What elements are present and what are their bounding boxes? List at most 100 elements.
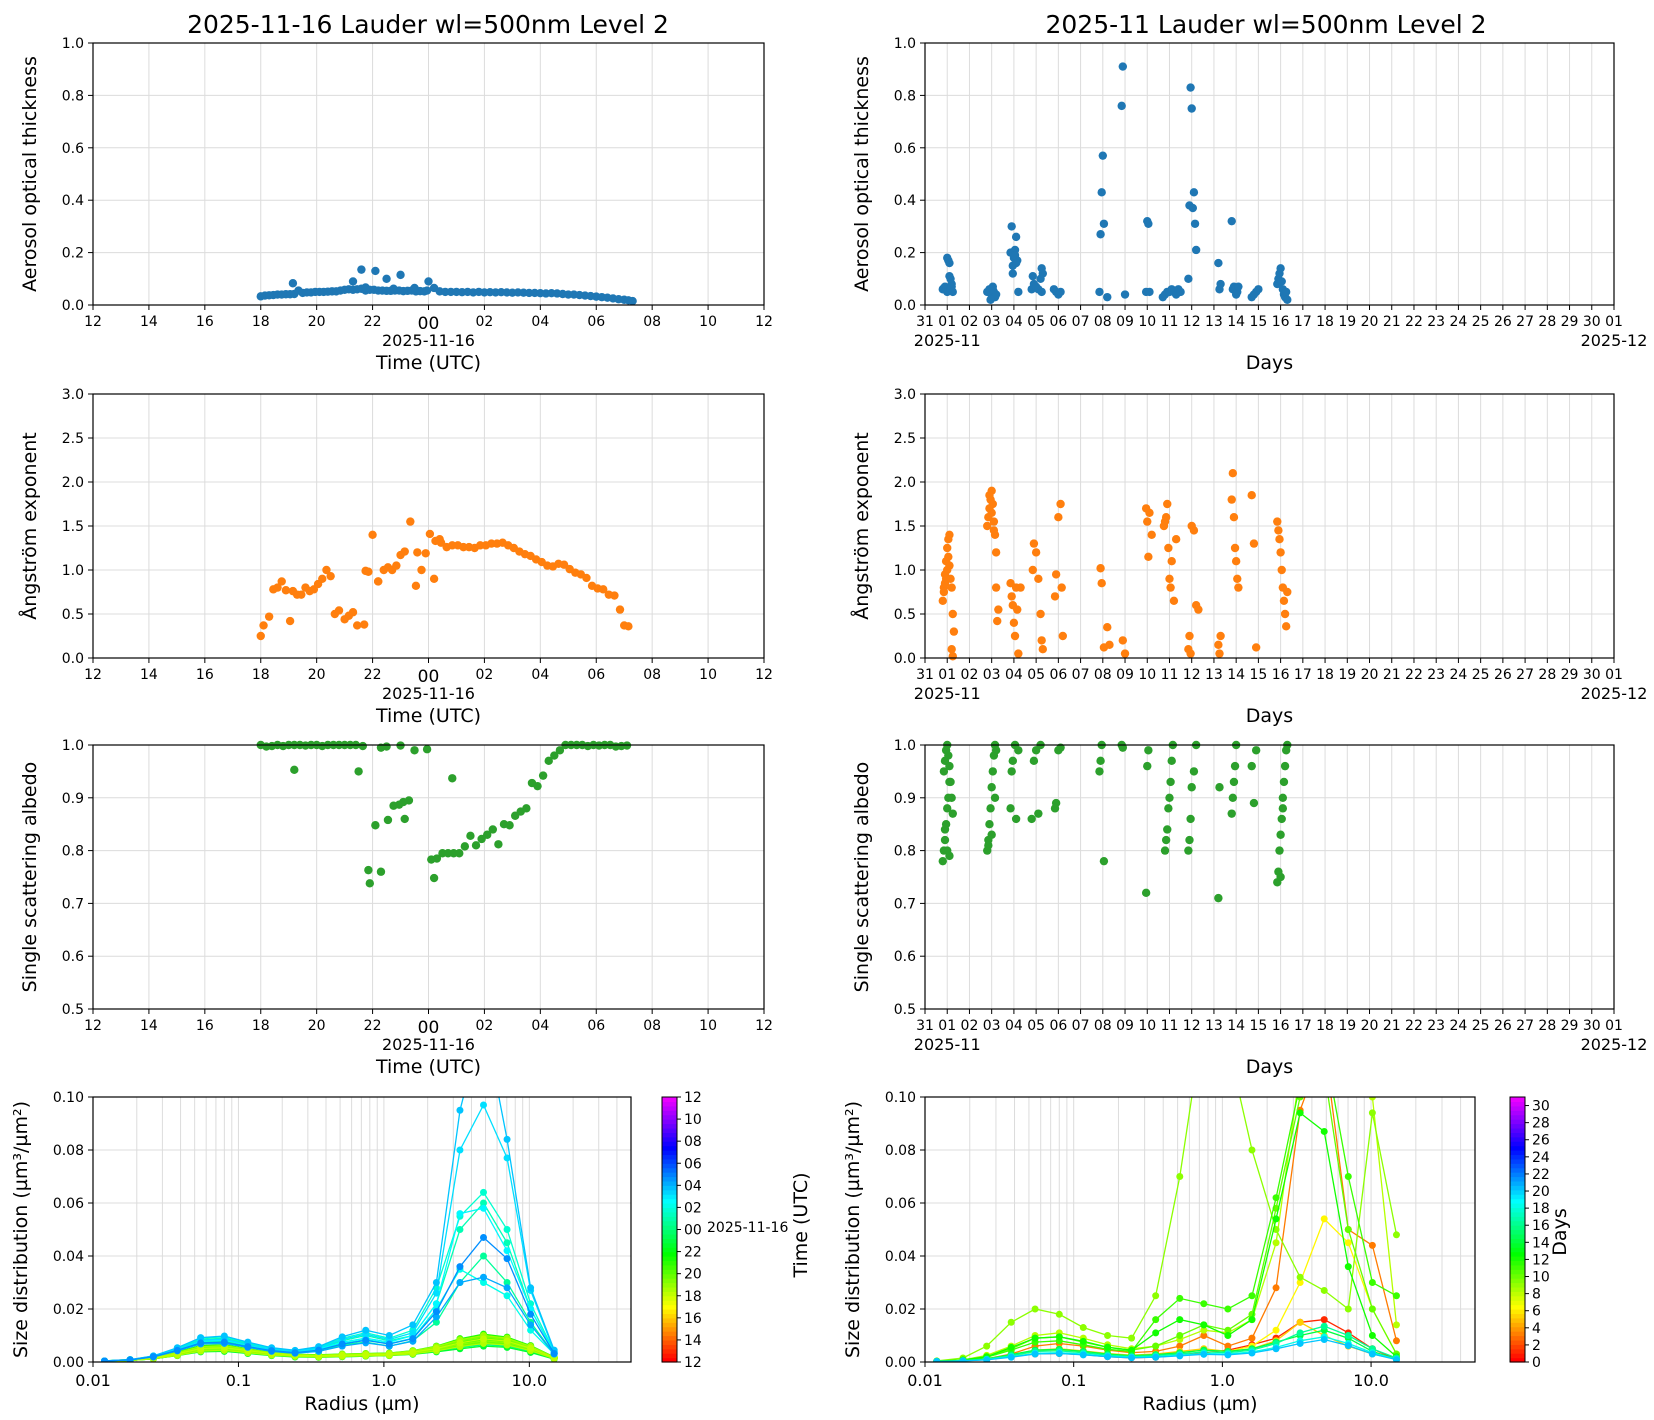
x-tick-label: 04 xyxy=(1005,667,1023,683)
y-axis-label: Single scattering albedo xyxy=(19,762,41,993)
colorbar-segment xyxy=(1510,1327,1525,1332)
series-point xyxy=(1297,1319,1304,1326)
data-point xyxy=(405,796,413,804)
series-point xyxy=(456,1147,463,1154)
x-tick-label: 04 xyxy=(1005,314,1023,330)
colorbar-segment xyxy=(662,1344,677,1349)
data-point xyxy=(259,621,267,629)
colorbar-segment xyxy=(662,1132,677,1137)
series-point xyxy=(1393,1321,1400,1328)
x-tick-label: 06 xyxy=(1049,314,1067,330)
series-point xyxy=(1369,1279,1376,1286)
series-point xyxy=(1224,1351,1231,1358)
data-point xyxy=(949,652,957,660)
x-tick-label: 25 xyxy=(1472,314,1490,330)
data-point xyxy=(1165,575,1173,583)
x-tick-label: 08 xyxy=(1094,667,1112,683)
x-tick-label: 16 xyxy=(196,314,214,330)
x-tick-label: 04 xyxy=(1005,1018,1023,1034)
y-tick-label: 0.0 xyxy=(894,651,916,667)
figure: 2025-11-16 Lauder wl=500nm Level 2 2025-… xyxy=(0,0,1654,1420)
x-tick-label: 14 xyxy=(140,314,158,330)
series-point xyxy=(1321,1336,1328,1343)
y-tick-label: 2.0 xyxy=(894,475,916,491)
x-tick-label: 01 xyxy=(938,314,956,330)
data-point xyxy=(1012,259,1020,267)
data-point xyxy=(1188,104,1196,112)
data-point xyxy=(494,840,502,848)
colorbar-segment xyxy=(1510,1296,1525,1301)
x-tick-label: 10 xyxy=(1138,667,1156,683)
colorbar-segment xyxy=(662,1327,677,1332)
series-point xyxy=(409,1335,416,1342)
axes-frame xyxy=(925,745,1614,1009)
data-point xyxy=(422,549,430,557)
x-tick-label: 27 xyxy=(1516,1018,1534,1034)
x-tick-label: 22 xyxy=(1405,314,1423,330)
x-date-label: 2025-11-16 xyxy=(382,684,475,703)
y-tick-label: 0.06 xyxy=(53,1196,84,1212)
colorbar-segment xyxy=(1510,1331,1525,1336)
x-tick-label: 12 xyxy=(1183,1018,1201,1034)
series-point xyxy=(1369,1242,1376,1249)
colorbar-segment xyxy=(662,1115,677,1120)
data-point xyxy=(1010,619,1018,627)
data-point xyxy=(1105,641,1113,649)
x-tick-label: 03 xyxy=(983,667,1001,683)
x-tick-label: 20 xyxy=(308,1018,326,1034)
data-point xyxy=(289,279,297,287)
colorbar-segment xyxy=(662,1353,677,1358)
data-point xyxy=(945,531,953,539)
x-tick-label: 20 xyxy=(1361,667,1379,683)
data-point xyxy=(297,590,305,598)
data-point xyxy=(945,852,953,860)
data-point xyxy=(1039,269,1047,277)
colorbar-segment xyxy=(662,1185,677,1190)
series-point xyxy=(504,1284,511,1291)
data-point xyxy=(1052,799,1060,807)
y-tick-label: 0.6 xyxy=(894,141,916,157)
data-point xyxy=(947,583,955,591)
colorbar-segment xyxy=(662,1269,677,1274)
data-point xyxy=(1007,592,1015,600)
colorbar-segment xyxy=(1510,1243,1525,1248)
colorbar-label-days: Days xyxy=(1549,1208,1571,1255)
x-tick-label: 10 xyxy=(1138,1018,1156,1034)
data-point xyxy=(992,746,1000,754)
data-point xyxy=(992,583,1000,591)
data-point xyxy=(1276,264,1284,272)
y-axis-label: Aerosol optical thickness xyxy=(851,56,873,292)
data-point xyxy=(1276,873,1284,881)
data-point xyxy=(461,842,469,850)
colorbar-segment xyxy=(1510,1177,1525,1182)
data-point xyxy=(1190,767,1198,775)
x-date-label: 2025-11-16 xyxy=(382,1035,475,1054)
series-point xyxy=(386,1332,393,1339)
data-point xyxy=(1096,564,1104,572)
x-tick-label: 12 xyxy=(1183,667,1201,683)
x-tick-label: 25 xyxy=(1472,1018,1490,1034)
colorbar-segment xyxy=(1510,1185,1525,1190)
x-tick-label: 18 xyxy=(1316,667,1334,683)
colorbar-segment xyxy=(1510,1225,1525,1230)
colorbar-date-label: 2025-11-16 xyxy=(707,1220,788,1236)
colorbar-segment xyxy=(662,1101,677,1106)
y-tick-label: 0.08 xyxy=(53,1143,84,1159)
y-tick-label: 0.0 xyxy=(894,298,916,314)
x-tick-label: 04 xyxy=(531,1018,549,1034)
x-tick-label: 14 xyxy=(140,667,158,683)
series-point xyxy=(1345,1342,1352,1349)
series-point xyxy=(480,1335,487,1342)
data-point xyxy=(941,825,949,833)
y-tick-label: 0.9 xyxy=(62,791,84,807)
x-tick-label: 02 xyxy=(961,667,979,683)
x-tick-label: 31 xyxy=(916,667,934,683)
y-tick-label: 0.04 xyxy=(53,1249,84,1265)
series-point xyxy=(1297,1274,1304,1281)
x-tick-label: 16 xyxy=(1272,1018,1290,1034)
colorbar-segment xyxy=(662,1349,677,1354)
data-point xyxy=(533,782,541,790)
data-point xyxy=(377,868,385,876)
colorbar-segment xyxy=(662,1203,677,1208)
colorbar-segment xyxy=(1510,1137,1525,1142)
